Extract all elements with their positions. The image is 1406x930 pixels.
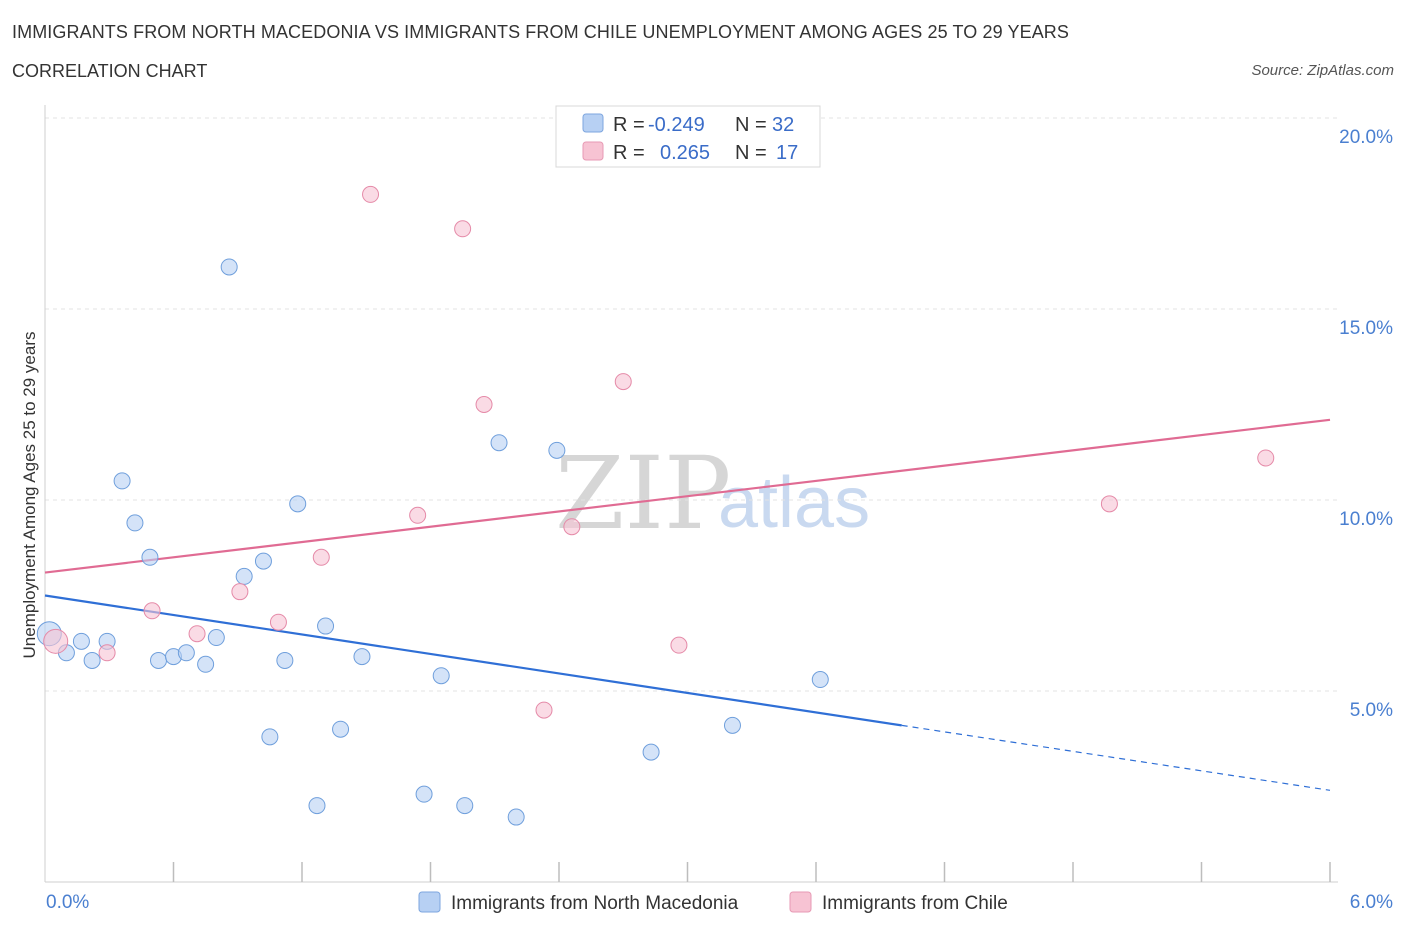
trend-lines [44,418,1331,791]
correlation-legend: R = -0.249 N = 32 R = 0.265 N = 17 [555,105,821,168]
north-macedonia-point [642,743,660,761]
y-axis-label: Unemployment Among Ages 25 to 29 years [20,332,39,659]
chile-point [269,613,287,631]
north-macedonia-point [141,548,159,566]
chart-subtitle: CORRELATION CHART [12,61,208,81]
chile-point [535,701,553,719]
series-legend-swatch-north-macedonia [418,891,441,913]
y-tick-label: 5.0% [1350,700,1393,721]
north-macedonia-point [308,797,326,815]
chile-point [43,628,69,654]
chart-title: IMMIGRANTS FROM NORTH MACEDONIA VS IMMIG… [12,22,1070,42]
series-legend-swatch-chile [789,891,812,913]
chile-point [409,506,427,524]
series-legend-label-north-macedonia: Immigrants from North Macedonia [451,893,739,914]
north-macedonia-point [507,808,525,826]
chile-point [563,518,581,536]
legend-n-value-2: 17 [776,142,798,164]
chile-point [231,583,249,601]
north-macedonia-point [432,667,450,685]
y-tick-label: 20.0% [1339,127,1393,148]
north-macedonia-point [289,495,307,513]
north-macedonia-point [235,567,253,585]
legend-swatch-north-macedonia [582,113,604,133]
data-points [36,185,1275,826]
north-macedonia-point [332,720,350,738]
north-macedonia-point [126,514,144,532]
chile-point [1257,449,1275,467]
legend-r-label-2: R = [613,142,645,164]
legend-n-value-1: 32 [772,114,794,136]
north-macedonia-point [811,671,829,689]
chile-point [362,185,380,203]
chile-point [312,548,330,566]
source-credit: Source: ZipAtlas.com [1251,62,1394,79]
series-legend-label-chile: Immigrants from Chile [822,893,1008,914]
gridlines [45,117,1338,692]
y-tick-label: 15.0% [1339,318,1393,339]
legend-r-value-2: 0.265 [660,142,710,164]
legend-n-label-2: N = [735,142,767,164]
legend-swatch-chile [582,141,604,161]
north-macedonia-point [276,651,294,669]
north-macedonia-point [490,434,508,452]
legend-r-label-1: R = [613,114,645,136]
north-macedonia-point [415,785,433,803]
north-macedonia-point [723,716,741,734]
north-macedonia-point [113,472,131,490]
series-legend: Immigrants from North Macedonia Immigran… [418,891,1008,914]
y-tick-label: 10.0% [1339,509,1393,530]
trend-line-extension-0 [901,724,1331,791]
trend-line-1 [44,418,1331,574]
north-macedonia-point [254,552,272,570]
x-tick-label-min: 0.0% [46,892,89,913]
north-macedonia-point [456,797,474,815]
chile-point [670,636,688,654]
chile-point [98,644,116,662]
trend-line-0 [44,594,902,727]
north-macedonia-point [207,629,225,647]
north-macedonia-point [83,651,101,669]
chile-point [454,220,472,238]
chile-point [1100,495,1118,513]
north-macedonia-point [353,648,371,666]
legend-r-value-1: -0.249 [648,114,705,136]
chile-point [188,625,206,643]
north-macedonia-point [197,655,215,673]
north-macedonia-point [261,728,279,746]
legend-n-label-1: N = [735,114,767,136]
chile-point [614,373,632,391]
chile-point [475,396,493,413]
north-macedonia-point [220,258,238,276]
chile-point [143,602,161,620]
watermark-atlas: atlas [718,463,870,543]
x-tick-label-max: 6.0% [1350,892,1393,913]
north-macedonia-point [72,632,90,650]
north-macedonia-point [317,617,335,635]
north-macedonia-point [177,644,195,662]
axes: 5.0% 10.0% 15.0% 20.0% 0.0% 6.0% [44,105,1393,913]
north-macedonia-point [548,441,566,459]
north-macedonia-point [150,651,168,669]
